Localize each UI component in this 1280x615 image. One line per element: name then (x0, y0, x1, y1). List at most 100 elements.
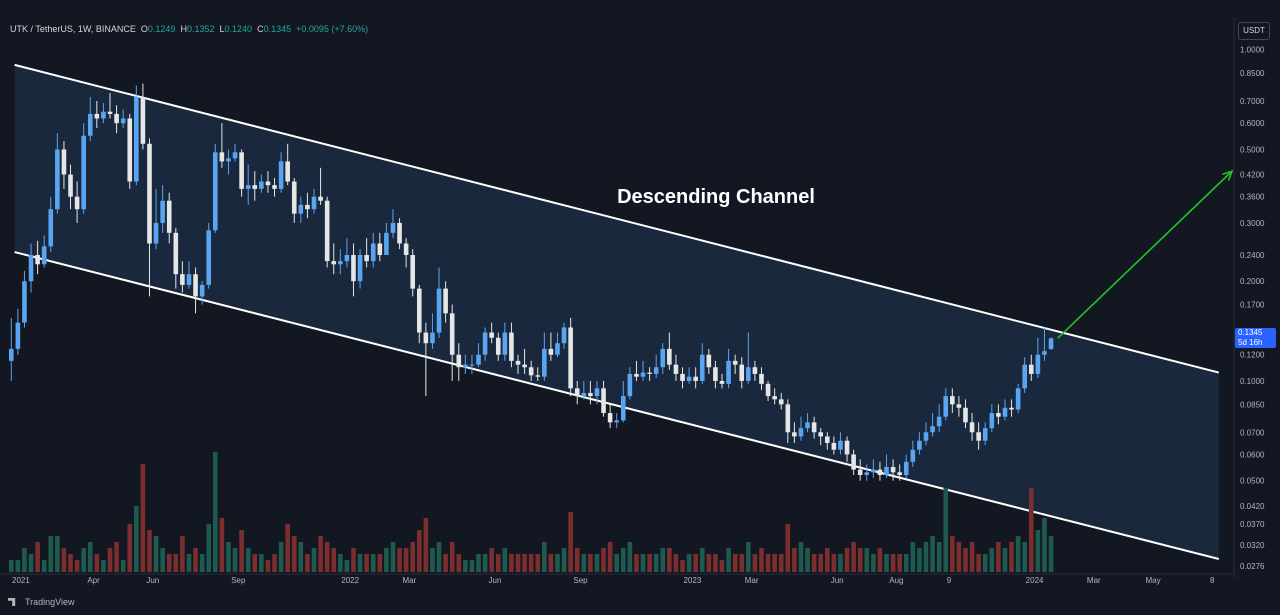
candle-body[interactable] (153, 222, 159, 244)
candle-body[interactable] (785, 404, 791, 433)
candle-body[interactable] (469, 364, 475, 366)
candle-body[interactable] (969, 422, 975, 433)
candle-body[interactable] (936, 416, 942, 427)
candle-body[interactable] (956, 404, 962, 408)
candle-body[interactable] (739, 364, 745, 381)
candle-body[interactable] (1022, 364, 1028, 389)
candle-body[interactable] (838, 440, 843, 450)
candle-body[interactable] (1009, 407, 1014, 410)
time-axis[interactable]: 2021 Apr Jun Sep 2022 Mar Jun Sep 2023 Mar Jun Aug 9… (0, 573, 1234, 585)
candle-body[interactable] (515, 360, 521, 365)
candle-body[interactable] (160, 200, 165, 223)
candle-body[interactable] (989, 413, 995, 429)
candle-body[interactable] (331, 261, 337, 265)
channel-upper-line[interactable] (14, 63, 1220, 374)
candle-body[interactable] (219, 152, 225, 162)
channel-lower-line[interactable] (14, 251, 1220, 561)
candle-body[interactable] (857, 469, 863, 476)
candle-body[interactable] (28, 255, 34, 282)
candle-body[interactable] (693, 376, 698, 381)
candle-body[interactable] (1035, 354, 1041, 374)
candle-body[interactable] (713, 367, 718, 381)
candle-body[interactable] (792, 432, 797, 437)
candle-body[interactable] (291, 181, 297, 214)
candle-body[interactable] (706, 354, 712, 368)
candle-body[interactable] (963, 407, 968, 423)
candle-body[interactable] (831, 442, 837, 450)
candle-body[interactable] (528, 367, 534, 376)
candle-body[interactable] (272, 185, 277, 189)
candle-body[interactable] (1042, 351, 1047, 355)
candle-body[interactable] (982, 428, 988, 441)
candle-body[interactable] (305, 204, 310, 210)
candle-body[interactable] (74, 196, 80, 210)
candle-body[interactable] (647, 372, 652, 374)
candle-body[interactable] (482, 332, 488, 355)
candle-body[interactable] (686, 376, 692, 381)
candle-body[interactable] (897, 472, 902, 476)
candle-body[interactable] (443, 288, 448, 314)
candle-body[interactable] (620, 396, 626, 421)
candle-body[interactable] (732, 360, 738, 365)
candle-body[interactable] (416, 288, 422, 333)
candle-body[interactable] (8, 348, 14, 361)
candle-body[interactable] (318, 196, 323, 201)
candle-body[interactable] (61, 149, 67, 175)
candle-body[interactable] (627, 373, 633, 397)
candle-body[interactable] (923, 432, 929, 441)
candle-body[interactable] (35, 255, 40, 265)
candle-body[interactable] (449, 313, 455, 355)
candle-body[interactable] (476, 354, 481, 365)
candle-body[interactable] (930, 426, 935, 433)
candle-body[interactable] (364, 255, 369, 262)
candle-body[interactable] (824, 436, 830, 443)
candle-body[interactable] (607, 413, 613, 423)
candle-body[interactable] (55, 149, 60, 210)
candle-body[interactable] (640, 372, 646, 377)
candle-body[interactable] (357, 255, 363, 282)
candle-body[interactable] (890, 466, 896, 473)
candle-body[interactable] (811, 422, 817, 433)
candle-body[interactable] (377, 243, 383, 256)
candle-body[interactable] (877, 469, 883, 476)
candle-body[interactable] (370, 243, 376, 262)
candle-body[interactable] (351, 255, 356, 282)
candle-body[interactable] (699, 354, 705, 381)
candle-body[interactable] (430, 332, 435, 344)
candle-body[interactable] (851, 454, 856, 470)
candle-body[interactable] (101, 111, 106, 119)
candle-body[interactable] (917, 440, 922, 450)
candle-body[interactable] (15, 322, 21, 349)
candle-body[interactable] (390, 222, 396, 233)
candle-body[interactable] (456, 354, 462, 368)
candle-body[interactable] (778, 399, 784, 405)
candle-body[interactable] (193, 274, 198, 297)
candle-body[interactable] (344, 255, 350, 262)
candle-body[interactable] (68, 174, 73, 197)
candle-body[interactable] (436, 288, 442, 333)
candle-body[interactable] (489, 332, 494, 338)
candle-body[interactable] (252, 185, 258, 189)
candle-body[interactable] (818, 432, 824, 437)
candle-body[interactable] (1015, 388, 1021, 410)
candle-body[interactable] (495, 337, 501, 355)
candle-body[interactable] (680, 373, 685, 381)
candle-body[interactable] (903, 461, 909, 476)
candle-body[interactable] (561, 327, 567, 344)
candle-body[interactable] (397, 222, 402, 244)
candle-body[interactable] (884, 466, 889, 476)
candle-body[interactable] (1028, 364, 1034, 374)
candle-body[interactable] (555, 343, 560, 355)
candle-body[interactable] (772, 396, 777, 400)
candle-body[interactable] (574, 388, 580, 397)
candle-body[interactable] (910, 449, 916, 462)
candle-body[interactable] (719, 380, 725, 384)
candle-body[interactable] (410, 255, 416, 289)
candle-body[interactable] (752, 367, 758, 374)
candle-body[interactable] (94, 113, 100, 119)
candle-body[interactable] (871, 469, 876, 473)
candle-body[interactable] (759, 373, 764, 384)
candle-body[interactable] (601, 388, 606, 414)
candle-body[interactable] (140, 96, 146, 144)
candle-body[interactable] (548, 348, 554, 355)
